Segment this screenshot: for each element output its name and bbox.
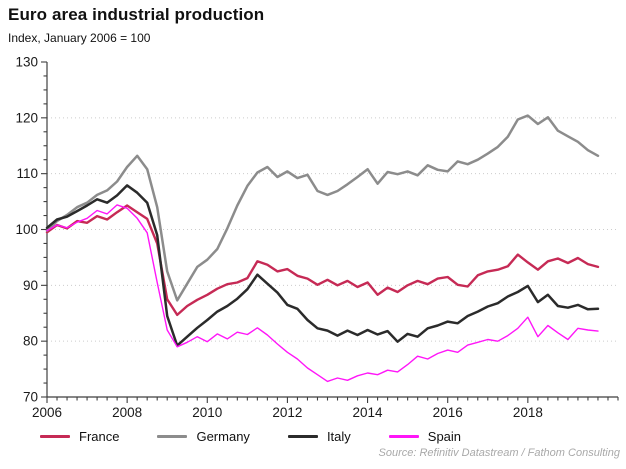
x-tick-label: 2018 <box>513 405 543 420</box>
legend-item-germany: Germany <box>157 429 250 444</box>
source-note: Source: Refinitiv Datastream / Fathom Co… <box>378 447 621 459</box>
x-tick-label: 2016 <box>433 405 463 420</box>
series-line-germany <box>45 114 600 302</box>
germany-line-swatch <box>157 435 188 438</box>
x-axis-ticks: 2006 2008 2010 2012 2014 2016 2018 <box>32 397 619 420</box>
y-tick-label: 110 <box>16 166 38 181</box>
axes <box>46 62 618 398</box>
y-gridlines <box>47 117 618 342</box>
y-axis-ticks: 70 80 90 100 110 120 130 <box>15 55 47 405</box>
legend-label-spain: Spain <box>427 429 462 444</box>
x-tick-label: 2006 <box>32 405 62 420</box>
y-tick-label: 70 <box>23 390 38 405</box>
france-line-swatch <box>40 435 70 438</box>
x-tick-label: 2014 <box>353 405 384 420</box>
chart-title: Euro area industrial production <box>8 5 265 24</box>
legend-item-italy: Italy <box>287 429 351 444</box>
x-tick-label: 2008 <box>112 405 142 420</box>
series-line-spain <box>46 204 599 383</box>
spain-line-swatch <box>388 435 419 438</box>
series-line-italy <box>45 184 600 347</box>
y-tick-label: 130 <box>15 55 38 70</box>
y-tick-label: 80 <box>23 334 38 349</box>
x-tick-label: 2010 <box>192 405 222 420</box>
y-tick-label: 90 <box>23 278 38 293</box>
legend-label-germany: Germany <box>196 429 250 444</box>
chart-subtitle: Index, January 2006 = 100 <box>8 31 151 45</box>
y-tick-label: 120 <box>15 110 38 125</box>
legend-item-spain: Spain <box>388 429 462 444</box>
y-tick-label: 100 <box>15 222 38 237</box>
italy-line-swatch <box>287 435 318 438</box>
chart-legend: France Germany Italy Spain <box>40 429 461 444</box>
legend-item-france: France <box>40 429 119 444</box>
x-tick-label: 2012 <box>272 405 302 420</box>
legend-label-italy: Italy <box>326 429 351 444</box>
legend-label-france: France <box>79 429 120 444</box>
series-line-france <box>45 204 600 317</box>
